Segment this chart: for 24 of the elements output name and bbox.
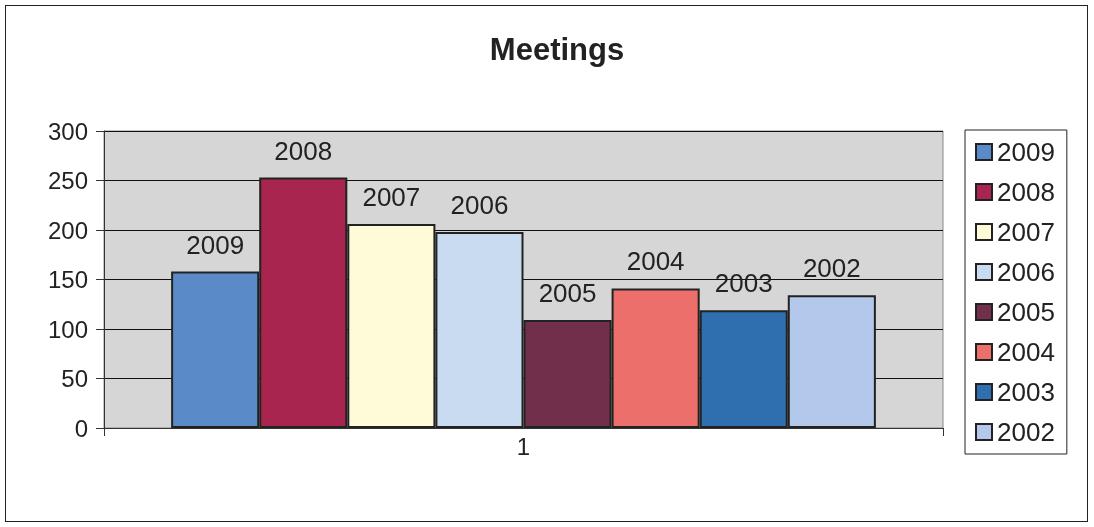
x-tick-label: 1 bbox=[516, 432, 531, 460]
annotation: 2008 bbox=[274, 135, 333, 166]
legend-label: 2008 bbox=[997, 177, 1055, 207]
annotation: 2007 bbox=[362, 182, 421, 213]
annotation: 2009 bbox=[186, 229, 245, 260]
legend-label: 2009 bbox=[997, 137, 1055, 167]
y-tick-label: 300 bbox=[47, 117, 88, 145]
annotation: 2005 bbox=[538, 278, 597, 309]
legend-label: 2005 bbox=[997, 297, 1055, 327]
legend-label: 2002 bbox=[997, 417, 1055, 447]
y-tick-label: 0 bbox=[74, 414, 88, 442]
y-tick-label: 50 bbox=[61, 365, 88, 392]
legend-label: 2007 bbox=[997, 217, 1055, 247]
annotation: 2006 bbox=[450, 189, 509, 220]
y-tick-label: 150 bbox=[47, 266, 88, 293]
y-tick-label: 250 bbox=[47, 167, 88, 194]
annotation: 2004 bbox=[626, 246, 685, 277]
legend-label: 2003 bbox=[997, 377, 1055, 407]
y-tick-label: 100 bbox=[47, 315, 88, 343]
legend-label: 2004 bbox=[997, 337, 1055, 367]
legend-label: 2006 bbox=[997, 257, 1055, 287]
chart-title: Meetings bbox=[489, 32, 625, 67]
annotation: 2002 bbox=[802, 253, 861, 284]
y-tick-label: 200 bbox=[47, 216, 88, 244]
